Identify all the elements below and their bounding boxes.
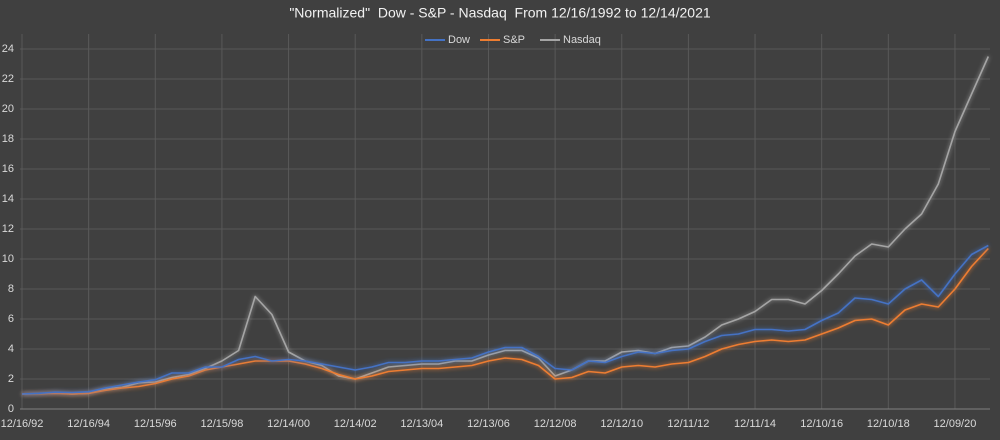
legend-label: S&P (503, 34, 525, 46)
y-tick-label: 18 (2, 133, 14, 145)
x-tick-label: 12/12/08 (534, 418, 577, 430)
y-tick-label: 6 (8, 313, 14, 325)
x-tick-label: 12/15/96 (134, 418, 177, 430)
x-tick-label: 12/10/16 (800, 418, 843, 430)
x-tick-label: 12/14/02 (334, 418, 377, 430)
legend-label: Nasdaq (563, 34, 601, 46)
y-tick-label: 8 (8, 283, 14, 295)
y-tick-label: 10 (2, 253, 14, 265)
y-tick-label: 16 (2, 163, 14, 175)
x-tick-label: 12/09/20 (934, 418, 977, 430)
y-tick-label: 22 (2, 73, 14, 85)
x-tick-label: 12/13/04 (400, 418, 443, 430)
y-tick-label: 14 (2, 193, 14, 205)
y-tick-label: 4 (8, 343, 14, 355)
y-tick-label: 2 (8, 373, 14, 385)
x-tick-label: 12/11/14 (734, 418, 776, 430)
x-tick-label: 12/16/94 (67, 418, 110, 430)
series-line (21, 244, 989, 395)
x-tick-label: 12/13/06 (467, 418, 510, 430)
x-tick-label: 12/12/10 (600, 418, 643, 430)
series-line (21, 56, 990, 395)
y-tick-label: 20 (2, 103, 14, 115)
y-tick-label: 24 (2, 43, 14, 55)
x-tick-label: 12/10/18 (867, 418, 910, 430)
legend-label: Dow (448, 34, 470, 46)
y-tick-label: 12 (2, 223, 14, 235)
series-line (21, 247, 989, 395)
x-tick-label: 12/11/12 (667, 418, 709, 430)
chart-title: "Normalized" Dow - S&P - Nasdaq From 12/… (289, 5, 711, 21)
y-tick-label: 0 (8, 403, 14, 415)
x-tick-label: 12/16/92 (1, 418, 44, 430)
x-tick-label: 12/15/98 (201, 418, 244, 430)
x-tick-label: 12/14/00 (267, 418, 310, 430)
